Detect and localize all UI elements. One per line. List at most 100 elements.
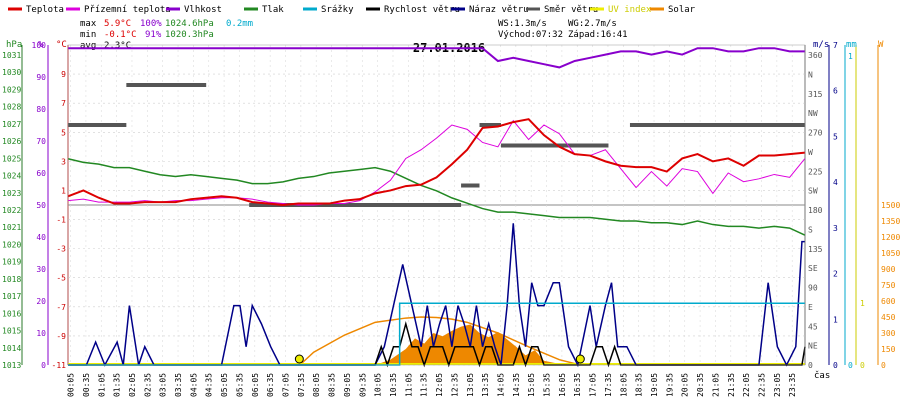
axis-hpa-title: hPa [6, 40, 22, 50]
tick-solar-7: 450 [881, 313, 896, 322]
tick-celsius-5: -1 [56, 216, 66, 225]
series [67, 44, 806, 368]
tick-time-18: 09:05 [343, 373, 352, 397]
tick-time-7: 03:35 [174, 373, 183, 397]
tick-time-17: 08:35 [328, 373, 337, 397]
tick-dir-0: 360 [808, 51, 823, 60]
tick-time-41: 20:35 [696, 373, 705, 397]
tick-time-35: 17:35 [604, 373, 613, 397]
tick-celsius-10: -11 [52, 361, 67, 370]
tick-solar-4: 900 [881, 265, 896, 274]
tick-celsius-4: 1 [61, 186, 66, 195]
legend-label-1: Přízemní teplota [84, 5, 171, 15]
tick-dir-15: NE [808, 342, 818, 351]
tick-solar-10: 0 [881, 361, 886, 370]
tick-hpa-14: 1017 [2, 292, 21, 301]
tick-pct-0: 100 [32, 41, 47, 50]
solar-area [299, 324, 581, 365]
tick-dir-4: 270 [808, 129, 823, 138]
tick-solar-1: 1350 [881, 217, 900, 226]
tick-hpa-17: 1014 [2, 344, 21, 353]
tick-ms-7: 0 [833, 361, 838, 370]
axis-ms-title: m/s [813, 40, 829, 50]
tick-time-30: 15:05 [527, 373, 536, 397]
stats-min-hum: 91% [145, 30, 162, 40]
legend: Teplota Přízemní teplota Vlhkost Tlak Srážky… [8, 5, 696, 15]
tick-pct-2: 80 [36, 105, 46, 114]
legend-label-4: Srážky [321, 5, 354, 15]
tick-celsius-1: 7 [61, 99, 66, 108]
tick-pct-4: 60 [36, 169, 46, 178]
tick-pct-9: 10 [36, 329, 46, 338]
tick-dir-11: SE [808, 264, 818, 273]
tick-dir-7: SW [808, 187, 818, 196]
tick-mm-1: 0 [848, 361, 853, 370]
tick-time-23: 11:35 [420, 373, 429, 397]
tick-time-5: 02:35 [143, 373, 152, 397]
tick-pct-1: 90 [36, 73, 46, 82]
tick-time-6: 03:05 [159, 373, 168, 397]
tick-time-28: 14:05 [496, 373, 505, 397]
stats-avg-label: avg [80, 41, 96, 51]
tick-time-34: 17:05 [589, 373, 598, 397]
tick-hpa-7: 1024 [2, 172, 21, 181]
tick-hpa-15: 1016 [2, 309, 21, 318]
tick-solar-9: 150 [881, 345, 896, 354]
tick-dir-5: W [808, 148, 813, 157]
tick-time-1: 00:35 [82, 373, 91, 397]
tick-hpa-12: 1019 [2, 258, 21, 267]
tick-time-29: 14:35 [512, 373, 521, 397]
legend-label-2: Vlhkost [184, 5, 222, 15]
legend-label-9: Solar [668, 5, 696, 15]
tick-time-26: 13:05 [466, 373, 475, 397]
tick-dir-6: 225 [808, 167, 823, 176]
tick-hpa-1: 1030 [2, 68, 21, 77]
stats-max-hum: 100% [140, 19, 162, 29]
tick-ms-1: 6 [833, 87, 838, 96]
tick-dir-3: NW [808, 109, 818, 118]
tick-ms-5: 2 [833, 270, 838, 279]
tick-pct-5: 50 [36, 201, 46, 210]
tick-time-16: 08:05 [312, 373, 321, 397]
legend-label-6: Náraz větru [469, 5, 529, 15]
axis-solar-title: W [878, 40, 884, 50]
time-axis: 00:05 00:35 01:05 01:35 02:05 02:35 03:05 03:35… [67, 373, 798, 397]
tick-hpa-16: 1015 [2, 327, 21, 336]
tick-time-3: 01:35 [113, 373, 122, 397]
tick-solar-0: 1500 [881, 201, 900, 210]
tick-time-9: 04:35 [205, 373, 214, 397]
tick-hpa-5: 1026 [2, 137, 21, 146]
tick-dir-16: 0 [808, 361, 813, 370]
tick-time-45: 22:35 [757, 373, 766, 397]
tick-hpa-18: 1013 [2, 361, 21, 370]
tick-hpa-13: 1018 [2, 275, 21, 284]
tick-hpa-4: 1027 [2, 120, 21, 129]
temperature-line [67, 118, 806, 207]
pressure-line [67, 158, 806, 236]
tick-time-19: 09:35 [358, 373, 367, 397]
plot-frame [67, 44, 806, 366]
tick-ms-2: 5 [833, 132, 838, 141]
tick-pct-3: 70 [36, 137, 46, 146]
tick-dir-1: N [808, 70, 813, 79]
legend-label-0: Teplota [26, 5, 64, 15]
sun-marker-1 [575, 354, 585, 364]
tick-solar-2: 1200 [881, 233, 900, 242]
tick-hpa-6: 1025 [2, 154, 21, 163]
tick-dir-14: 45 [808, 322, 818, 331]
stats-max-temp: 5.9°C [104, 19, 131, 29]
tick-solar-3: 1050 [881, 249, 900, 258]
tick-celsius-2: 5 [61, 128, 66, 137]
axis-mm-title: mm [846, 40, 857, 50]
tick-celsius-0: 9 [61, 70, 66, 79]
tick-time-20: 10:05 [374, 373, 383, 397]
tick-pct-8: 20 [36, 297, 46, 306]
tick-time-47: 23:35 [788, 373, 797, 397]
tick-dir-9: S [808, 225, 813, 234]
tick-ms-0: 7 [833, 41, 838, 50]
tick-dir-10: 135 [808, 245, 823, 254]
tick-hpa-0: 1031 [2, 51, 21, 60]
humidity-line [68, 47, 805, 69]
tick-dir-12: 90 [808, 284, 818, 293]
stats-min-label: min [80, 30, 96, 40]
